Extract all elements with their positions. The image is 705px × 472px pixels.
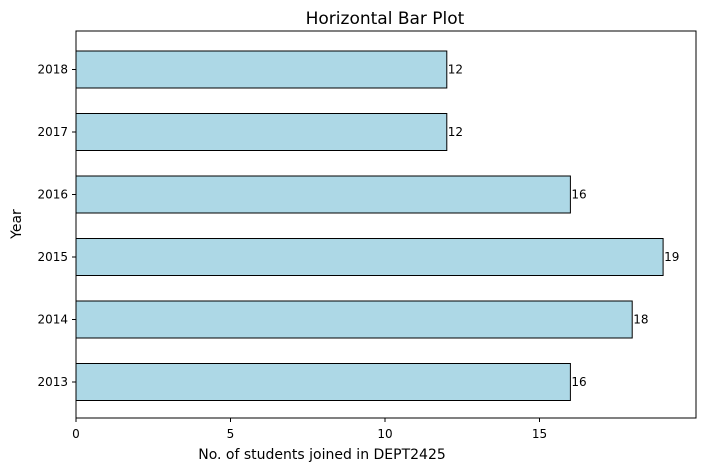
y-tick-label-2014: 2014 bbox=[37, 313, 68, 327]
y-axis-label: Year bbox=[9, 209, 25, 240]
data-label-2013: 16 bbox=[571, 375, 586, 389]
bar-2013 bbox=[75, 363, 571, 401]
bar-2014 bbox=[75, 300, 633, 339]
x-tick-label-5: 5 bbox=[227, 427, 235, 441]
data-label-2015: 19 bbox=[664, 250, 679, 264]
data-label-2016: 16 bbox=[571, 188, 586, 202]
bar-2015 bbox=[75, 238, 664, 276]
x-axis-label: No. of students joined in DEPT2425 bbox=[198, 447, 446, 463]
y-tick-label-2017: 2017 bbox=[37, 125, 68, 139]
x-tick-label-10: 10 bbox=[377, 427, 392, 441]
y-tick-label-2013: 2013 bbox=[37, 375, 68, 389]
data-label-2014: 18 bbox=[633, 313, 648, 327]
bar-2018 bbox=[75, 50, 448, 89]
y-tick-label-2018: 2018 bbox=[37, 63, 68, 77]
chart-title: Horizontal Bar Plot bbox=[306, 9, 465, 29]
y-tick-label-2016: 2016 bbox=[37, 188, 68, 202]
x-axis-ticks: 0 5 10 15 bbox=[72, 418, 547, 441]
plot-frame bbox=[75, 30, 697, 419]
bar-2017 bbox=[75, 113, 448, 151]
bar-2016 bbox=[75, 175, 571, 214]
data-label-2018: 12 bbox=[448, 63, 463, 77]
data-label-2017: 12 bbox=[448, 125, 463, 139]
y-tick-label-2015: 2015 bbox=[37, 250, 68, 264]
bars-group: 16 18 19 16 12 12 bbox=[75, 50, 679, 401]
y-axis-ticks: 2013 2014 2015 2016 2017 2018 bbox=[37, 63, 76, 389]
x-tick-label-15: 15 bbox=[532, 427, 547, 441]
x-tick-label-0: 0 bbox=[72, 427, 80, 441]
